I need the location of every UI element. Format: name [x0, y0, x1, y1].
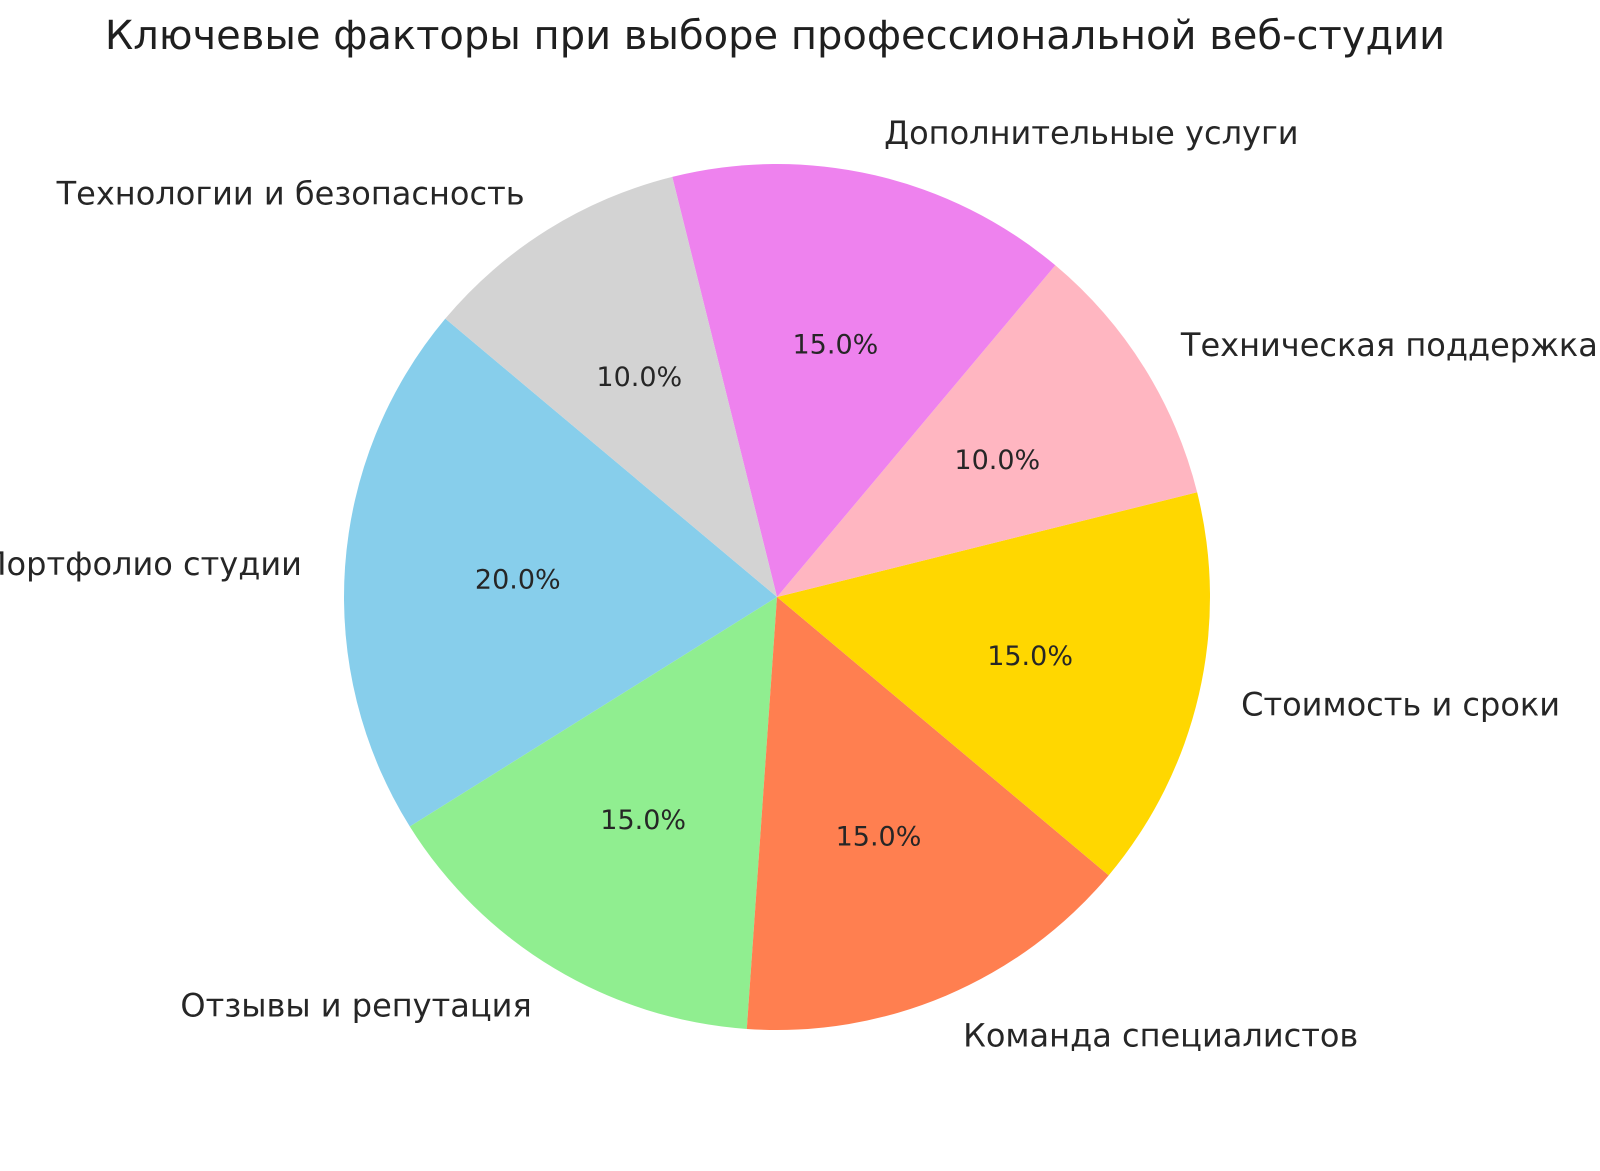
slice-label-2: Команда специалистов — [963, 1017, 1358, 1055]
chart-title: Ключевые факторы при выборе профессионал… — [104, 13, 1446, 59]
pct-label-5: 15.0% — [793, 329, 879, 360]
slice-label-3: Стоимость и сроки — [1241, 685, 1560, 723]
slice-label-0: Портфолио студии — [0, 545, 302, 583]
pie-slice-1 — [409, 597, 777, 1029]
pie-slice-3 — [777, 492, 1211, 876]
slice-label-1: Отзывы и репутация — [180, 987, 531, 1025]
pct-label-1: 15.0% — [600, 805, 686, 836]
slice-label-6: Технологии и безопасность — [56, 174, 525, 212]
pie-slice-2 — [746, 597, 1109, 1031]
pct-label-0: 20.0% — [475, 564, 561, 595]
slice-label-5: Дополнительные услуги — [884, 114, 1298, 152]
pie-slice-6 — [445, 176, 777, 598]
pct-label-6: 10.0% — [596, 362, 682, 393]
pie-slice-4 — [777, 265, 1198, 597]
slice-label-4: Техническая поддержка — [1180, 326, 1598, 364]
pct-label-4: 10.0% — [954, 445, 1040, 476]
pct-label-2: 15.0% — [836, 822, 922, 853]
pie-slice-5 — [672, 163, 1056, 597]
pct-label-3: 15.0% — [987, 641, 1073, 672]
pie-slice-0 — [343, 318, 777, 827]
